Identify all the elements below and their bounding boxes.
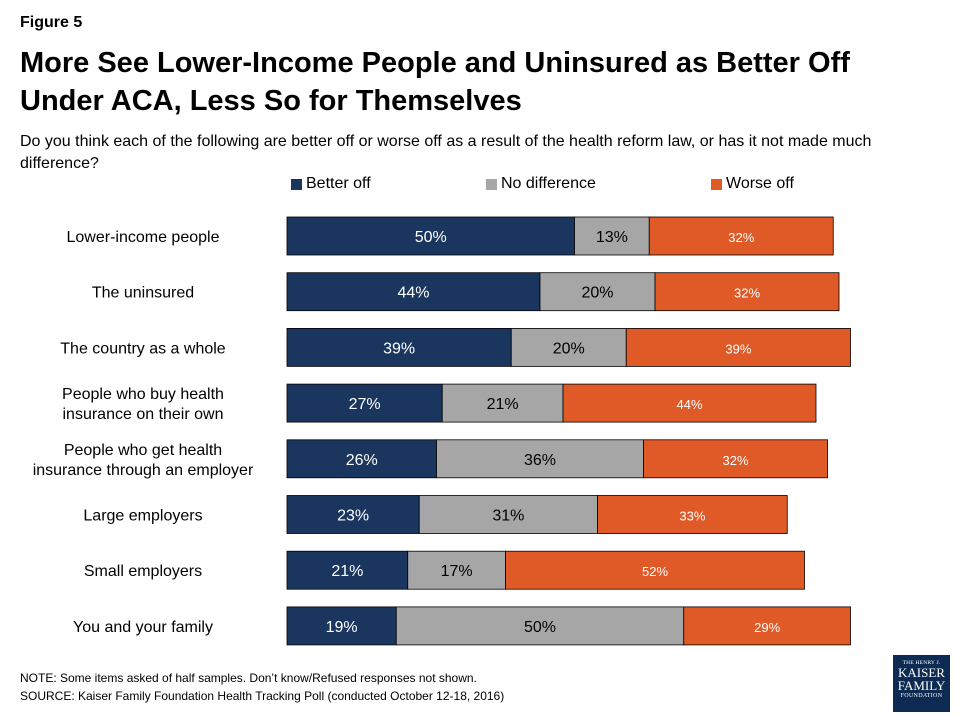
bar-worse-off-people-who-buy-health-insurance-on-their-own <box>562 383 817 423</box>
data-label-no-difference-small-employers: 17% <box>441 563 473 580</box>
bar-better-off-lower-income-people <box>286 216 575 256</box>
legend-label-no-difference: No difference <box>501 175 596 192</box>
bar-no-difference-you-and-your-family <box>395 606 685 646</box>
figure-label: Figure 5 <box>20 14 83 31</box>
footnote: NOTE: Some items asked of half samples. … <box>20 669 504 705</box>
kff-logo: THE HENRY J. KAISER FAMILY FOUNDATION <box>893 655 950 712</box>
data-label-worse-off-large-employers: 33% <box>679 509 705 524</box>
data-label-worse-off-you-and-your-family: 29% <box>754 620 780 635</box>
legend-item-worse-off: Worse off <box>711 175 794 193</box>
legend-item-no-difference: No difference <box>486 175 596 193</box>
data-label-no-difference-the-country-as-a-whole: 20% <box>553 340 585 357</box>
legend-label-better-off: Better off <box>306 175 371 192</box>
category-label-people-who-buy-health-insurance-on-their-own: People who buy health insurance on their … <box>62 386 224 423</box>
data-label-no-difference-large-employers: 31% <box>492 508 524 525</box>
data-label-worse-off-people-who-buy-health-insurance-on-their-own: 44% <box>676 397 702 412</box>
legend-label-worse-off: Worse off <box>726 175 794 192</box>
data-label-worse-off-the-uninsured: 32% <box>734 286 760 301</box>
data-label-better-off-you-and-your-family: 19% <box>326 619 358 636</box>
bar-worse-off-large-employers <box>597 495 788 534</box>
category-label-you-and-your-family: You and your family <box>73 619 213 636</box>
bar-better-off-people-who-buy-health-insurance-on-their-own <box>286 383 443 423</box>
bar-no-difference-the-uninsured <box>539 272 656 312</box>
bar-better-off-large-employers <box>286 495 420 534</box>
data-label-better-off-people-who-get-health-insurance-through-an-employer: 26% <box>346 452 378 469</box>
bar-worse-off-you-and-your-family <box>683 606 851 646</box>
legend: Better off No difference Worse off <box>0 175 960 195</box>
bar-no-difference-small-employers <box>407 550 506 590</box>
data-label-better-off-people-who-buy-health-insurance-on-their-own: 27% <box>349 396 381 413</box>
category-label-people-who-get-health-insurance-through-an-employer: People who get health insurance through a… <box>33 442 254 479</box>
bar-better-off-people-who-get-health-insurance-through-an-employer <box>286 439 437 479</box>
category-label-the-uninsured: The uninsured <box>92 285 194 302</box>
data-label-better-off-large-employers: 23% <box>337 508 369 525</box>
data-label-no-difference-people-who-get-health-insurance-through-an-employer: 36% <box>524 452 556 469</box>
category-label-small-employers: Small employers <box>84 563 202 580</box>
bar-worse-off-the-country-as-a-whole <box>625 327 851 367</box>
bar-no-difference-the-country-as-a-whole <box>510 327 627 367</box>
category-label-lower-income-people: Lower-income people <box>67 229 220 246</box>
data-label-no-difference-lower-income-people: 13% <box>596 229 628 246</box>
data-label-no-difference-the-uninsured: 20% <box>581 285 613 302</box>
data-label-better-off-the-uninsured: 44% <box>397 285 429 302</box>
bar-no-difference-people-who-get-health-insurance-through-an-employer <box>436 439 644 479</box>
data-label-worse-off-lower-income-people: 32% <box>728 230 754 245</box>
bar-worse-off-the-uninsured <box>654 272 840 312</box>
data-label-no-difference-you-and-your-family: 50% <box>524 619 556 636</box>
source-text: SOURCE: Kaiser Family Foundation Health … <box>20 689 505 703</box>
bar-worse-off-small-employers <box>505 550 805 590</box>
bar-no-difference-large-employers <box>418 495 598 534</box>
data-label-worse-off-people-who-get-health-insurance-through-an-employer: 32% <box>722 453 748 468</box>
legend-item-better-off: Better off <box>291 175 371 193</box>
legend-swatch-worse-off <box>711 178 722 190</box>
bar-worse-off-lower-income-people <box>648 216 834 256</box>
data-label-worse-off-the-country-as-a-whole: 39% <box>725 341 751 356</box>
bar-worse-off-people-who-get-health-insurance-through-an-employer <box>643 439 828 479</box>
stacked-bar-chart: Lower-income people 50% 13% 32% The uninsure… <box>33 216 851 646</box>
category-label-large-employers: Large employers <box>83 508 202 525</box>
chart-title: More See Lower-Income People and Uninsur… <box>20 47 850 117</box>
bar-no-difference-lower-income-people <box>574 216 650 256</box>
data-label-better-off-small-employers: 21% <box>331 563 363 580</box>
bar-better-off-the-country-as-a-whole <box>286 327 512 367</box>
legend-swatch-better-off <box>291 178 302 190</box>
chart-subtitle: Do you think each of the following are b… <box>20 133 872 172</box>
category-label-the-country-as-a-whole: The country as a whole <box>60 340 226 357</box>
note-text: NOTE: Some items asked of half samples. … <box>20 671 477 685</box>
legend-swatch-no-difference <box>486 178 497 190</box>
data-label-worse-off-small-employers: 52% <box>642 564 668 579</box>
bar-better-off-small-employers <box>286 550 409 590</box>
data-label-no-difference-people-who-buy-health-insurance-on-their-own: 21% <box>487 396 519 413</box>
data-label-better-off-lower-income-people: 50% <box>415 229 447 246</box>
data-label-better-off-the-country-as-a-whole: 39% <box>383 340 415 357</box>
bar-better-off-the-uninsured <box>286 272 541 312</box>
bar-better-off-you-and-your-family <box>286 606 397 646</box>
